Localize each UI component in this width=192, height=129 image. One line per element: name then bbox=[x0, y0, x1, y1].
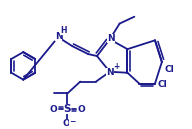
Text: Cl: Cl bbox=[158, 80, 168, 89]
Text: N: N bbox=[55, 32, 62, 41]
Text: S: S bbox=[64, 104, 71, 114]
Text: O: O bbox=[63, 119, 70, 128]
Text: O: O bbox=[77, 105, 85, 114]
Text: O: O bbox=[50, 105, 58, 114]
Text: N: N bbox=[106, 68, 114, 77]
Text: H: H bbox=[60, 26, 67, 35]
Text: +: + bbox=[113, 62, 120, 71]
Text: −: − bbox=[69, 117, 76, 126]
Text: N: N bbox=[107, 34, 115, 43]
Text: Cl: Cl bbox=[165, 65, 175, 74]
